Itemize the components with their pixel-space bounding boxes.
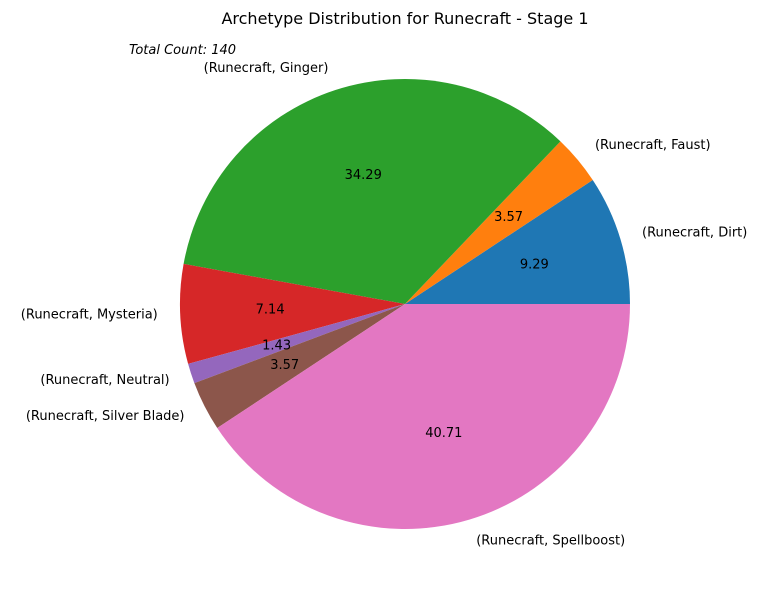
pie-slice [179,263,405,364]
slice-value-label: 9.29 [520,258,549,273]
slice-category-label: (Runecraft, Silver Blade) [26,409,185,424]
pie-slice [194,304,405,429]
slice-value-label: 1.43 [262,338,291,353]
slice-category-label: (Runecraft, Neutral) [40,373,169,388]
pie-slice [405,179,630,304]
slice-category-label: (Runecraft, Faust) [595,138,711,153]
slice-value-label: 7.14 [256,303,285,318]
slice-category-label: (Runecraft, Ginger) [204,61,329,76]
slice-value-label: 40.71 [425,426,462,441]
total-count-subtitle: Total Count: 140 [129,43,236,58]
slice-value-label: 3.57 [494,210,523,225]
pie-slices [179,79,631,529]
pie-slice [217,304,631,529]
chart-title: Archetype Distribution for Runecraft - S… [221,9,588,28]
slice-category-label: (Runecraft, Mysteria) [21,308,158,323]
pie-slice [188,304,405,384]
slice-category-label: (Runecraft, Spellboost) [476,534,625,549]
pie-category-labels: (Runecraft, Dirt) (Runecraft, Faust) (Rune… [21,61,748,548]
pie-slice [183,79,561,305]
pie-percent-labels: 9.29 3.57 34.29 7.14 1.43 3.57 40.71 [256,168,549,441]
slice-value-label: 34.29 [345,168,382,183]
slice-category-label: (Runecraft, Dirt) [642,225,747,240]
slice-value-label: 3.57 [270,358,299,373]
pie-slice [405,141,593,304]
